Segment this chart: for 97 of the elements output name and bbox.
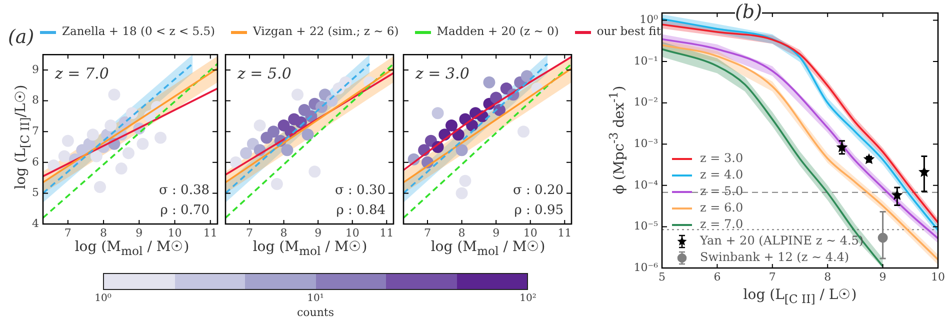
- point: [83, 138, 96, 150]
- point: [891, 189, 903, 200]
- point: [230, 156, 242, 168]
- point: [104, 119, 117, 132]
- point: [115, 162, 128, 175]
- annotation: z = 3.0: [414, 64, 470, 83]
- x-tick-label: 9: [879, 270, 886, 284]
- x-tick-label: 11: [380, 226, 394, 240]
- y-tick-label: 10⁻¹: [634, 54, 658, 68]
- x-tick-label: 10: [523, 226, 538, 240]
- text: 10²: [520, 293, 536, 304]
- x-tick-label: 11: [558, 226, 572, 240]
- y-tick-label: 10⁰: [640, 13, 659, 26]
- x-tick-label: 9: [136, 226, 143, 240]
- point: [456, 144, 468, 156]
- annotation: z = 5.0: [236, 64, 292, 83]
- point: [918, 166, 930, 177]
- y-tick-label: 10⁻³: [634, 136, 658, 150]
- legend-label: Yan + 20 (ALPINE z ∼ 4.5): [699, 234, 864, 248]
- point: [58, 150, 70, 162]
- point: [520, 70, 533, 82]
- x-tick-label: 9: [492, 226, 500, 240]
- point: [456, 187, 468, 200]
- point: [94, 181, 106, 194]
- point: [240, 147, 252, 160]
- x-axis-title: log (M$_{mol}$ / M☉): [430, 238, 546, 258]
- annotation: ρ : 0.70: [160, 203, 210, 218]
- x-tick-label: 8: [824, 270, 832, 284]
- point: [518, 126, 530, 138]
- x-tick-label: 7: [424, 226, 431, 240]
- x-axis-title: log (M$_{mol}$ / M☉): [74, 238, 190, 258]
- point: [86, 128, 99, 141]
- x-tick-label: 8: [280, 226, 288, 240]
- y-tick-label: 10⁻⁵: [634, 220, 658, 233]
- point: [836, 141, 848, 152]
- x-tick-label: 8: [100, 226, 108, 240]
- point: [136, 138, 149, 150]
- x-tick-label: 9: [314, 226, 322, 240]
- point: [308, 166, 321, 178]
- chart-title: (b): [735, 1, 762, 23]
- y-tick-label: 9: [32, 62, 39, 76]
- y-tick-label: 10⁻⁴: [634, 178, 659, 192]
- legend-label: Zanella + 18 (0 < z < 5.5): [61, 24, 216, 38]
- annotation: σ : 0.20: [513, 183, 564, 198]
- annotation: z = 7.0: [54, 64, 110, 83]
- y-tick-label: 5: [32, 186, 39, 200]
- x-tick-label: 11: [203, 226, 218, 240]
- x-tick-label: 7: [768, 270, 776, 284]
- x-tick-label: 6: [714, 270, 721, 284]
- x-tick-label: 10: [345, 226, 360, 240]
- point: [302, 128, 314, 141]
- point: [90, 150, 102, 162]
- point: [108, 88, 120, 101]
- point: [154, 132, 167, 144]
- legend-label: Vizgan + 22 (sim.; z ∼ 6): [252, 24, 399, 38]
- annotation: σ : 0.38: [159, 183, 210, 198]
- color-bar-title: counts: [296, 306, 334, 319]
- point: [292, 88, 304, 101]
- x-axis-title: log (L$_{[C II]}$ / L☉): [743, 286, 857, 306]
- annotation: ρ : 0.84: [336, 203, 386, 218]
- legend-label: z = 4.0: [700, 168, 744, 182]
- point: [281, 144, 294, 156]
- y-tick-label: 7: [32, 124, 39, 138]
- legend-label: our best fit: [596, 24, 661, 38]
- annotation: σ : 0.30: [335, 183, 386, 198]
- y-tick-label: 6: [32, 155, 39, 168]
- legend-label: Madden + 20 (z ∼ 0): [436, 24, 559, 38]
- y-tick-label: 10⁻⁶: [634, 260, 659, 274]
- x-tick-label: 10: [168, 226, 182, 240]
- point: [863, 153, 875, 164]
- point: [490, 92, 502, 104]
- x-tick-label: 8: [458, 226, 466, 240]
- text: 10⁰: [94, 293, 112, 304]
- annotation: ρ : 0.95: [514, 203, 564, 218]
- y-tick-label: 4: [32, 216, 39, 230]
- x-axis-title: log (M$_{mol}$ / M☉): [252, 238, 368, 258]
- point: [459, 174, 472, 187]
- point: [483, 76, 496, 88]
- x-tick-label: 7: [64, 226, 72, 240]
- y-tick-label: 10⁻²: [634, 96, 658, 109]
- point: [122, 147, 134, 160]
- point: [270, 178, 283, 190]
- legend-label: z = 3.0: [700, 151, 744, 166]
- point: [254, 119, 266, 132]
- x-tick-label: 7: [246, 226, 253, 240]
- point: [432, 107, 444, 120]
- point: [268, 126, 280, 138]
- point: [62, 134, 74, 147]
- point: [48, 159, 60, 172]
- point: [446, 119, 458, 132]
- x-tick-label: 10: [931, 270, 945, 284]
- chart-title: (a): [8, 26, 34, 48]
- legend-label: z = 6.0: [700, 200, 744, 215]
- text: 10¹: [307, 293, 324, 304]
- legend-label: z = 7.0: [700, 217, 744, 232]
- legend-label: Swinbank + 12 (z ∼ 4.4): [700, 250, 850, 264]
- y-tick-label: 8: [32, 94, 39, 107]
